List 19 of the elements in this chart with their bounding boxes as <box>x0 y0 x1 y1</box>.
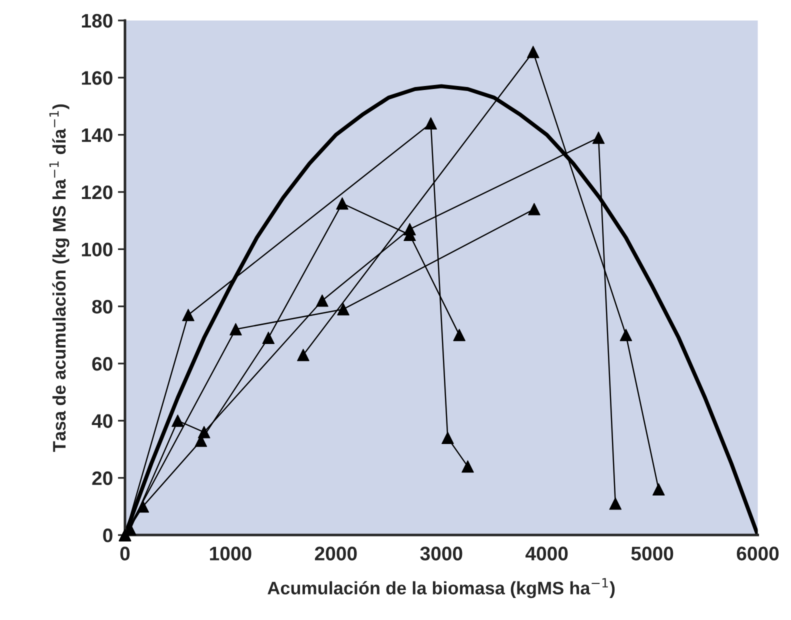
x-axis-title: Acumulación de la biomasa (kgMS ha$^{−1}$) <box>268 578 615 598</box>
x-tick-label: 6000 <box>736 546 779 560</box>
y-tick-label: 140 <box>82 128 112 142</box>
x-tick-label: 1000 <box>210 546 252 560</box>
y-tick-label: 180 <box>82 14 112 28</box>
x-tick-label: 5000 <box>631 546 674 560</box>
y-axis-title: Tasa de acumulación (kg MS ha$^{−1}$ día$^{−1}$) <box>49 104 70 452</box>
y-tick-label: 100 <box>82 242 112 256</box>
y-tick-label: 20 <box>92 471 112 486</box>
y-tick-label: 80 <box>92 300 112 314</box>
x-tick-label: 2000 <box>314 546 357 560</box>
y-tick-label: 40 <box>92 414 112 428</box>
x-tick-label: 3000 <box>420 546 462 560</box>
x-tick-label: 4000 <box>526 546 568 560</box>
y-tick-label: 160 <box>82 71 112 85</box>
y-tick-label: 120 <box>82 185 112 200</box>
y-tick-label: 0 <box>103 528 112 542</box>
x-tick-label: 0 <box>120 546 130 560</box>
y-tick-label: 60 <box>92 356 112 371</box>
